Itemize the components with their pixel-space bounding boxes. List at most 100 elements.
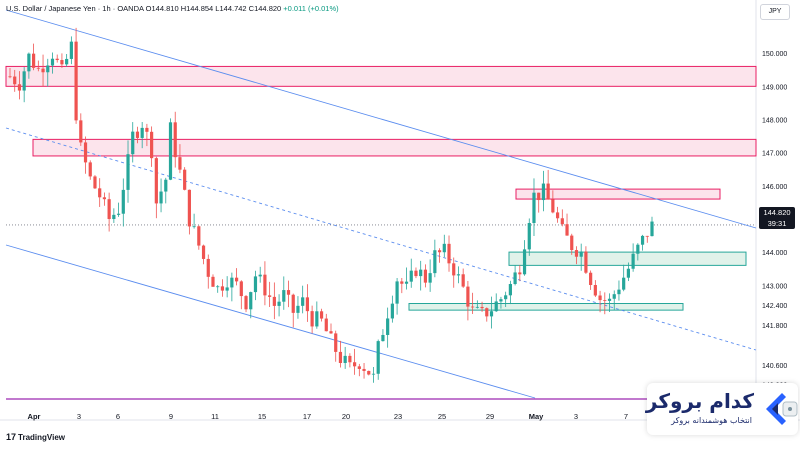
candle-body [617,289,621,295]
candle-body [400,281,404,284]
brand-title: کدام بروکر [645,389,754,413]
candle-body [268,295,272,297]
candle-body [386,318,390,335]
candle-body [423,269,428,283]
tradingview-mark-icon: 17 [6,432,17,442]
candle-body [612,294,616,299]
candle-body [192,226,196,228]
candle-body [239,281,243,297]
support-zone [508,251,747,266]
candle-body [343,355,347,363]
candle-body [50,58,55,66]
ohlc-values: O144.810 H144.854 L144.742 C144.820 [145,4,282,13]
candle-body [381,334,385,342]
candle-body [537,192,541,201]
currency-button[interactable]: JPY [760,4,790,20]
time-axis[interactable]: Apr36911151720232529May379 [28,412,675,421]
candle-body [216,286,220,288]
price-change: +0.011 (+0.01%) [283,4,339,13]
candle-body [225,287,229,291]
candle-body [282,290,286,302]
candle-body [178,157,182,170]
candle-body [527,223,531,250]
candle-body [135,131,140,138]
candle-body [471,306,475,308]
resistance-zone [515,188,721,200]
candle-body [131,131,135,155]
time-tick-label: 11 [211,412,219,421]
candle-body [116,213,121,215]
candle-body [286,290,291,295]
candle-body [584,251,588,273]
candle-body [433,250,437,274]
candle-body [88,162,92,177]
candle-body [46,65,50,73]
candle-body [263,274,267,296]
candle-body [8,76,12,78]
candle-body [329,331,333,334]
candle-body [83,142,88,163]
tradingview-logo[interactable]: 17 TradingView [6,432,65,442]
candle-body [353,362,357,367]
candle-body [485,308,489,317]
candle-body [570,235,574,251]
time-tick-label: 6 [116,412,120,421]
candle-body [338,351,343,363]
candle-body [13,76,17,85]
candle-body [376,341,380,374]
price-tick-label: 143.000 [762,283,787,290]
price-tick-label: 144.000 [762,250,787,257]
candle-body [107,199,111,220]
candle-body [518,272,522,275]
time-tick-label: 9 [169,412,173,421]
candle-body [173,122,177,158]
candle-body [650,221,654,237]
price-tick-label: 147.000 [762,151,787,158]
candle-body [390,303,394,319]
time-tick-label: Apr [28,412,41,421]
brand-watermark: کدام بروکر انتخاب هوشمندانه بروکر [645,383,798,435]
candle-body [65,58,69,65]
time-tick-label: 23 [394,412,402,421]
candle-body [508,284,512,296]
candle-body [480,306,484,309]
candle-body [645,235,649,237]
time-tick-label: 25 [438,412,446,421]
candle-body [159,191,163,204]
current-price-value: 144.820 [763,208,791,217]
candle-body [310,311,314,327]
tradingview-logo-text: TradingView [18,433,65,442]
candle-body [324,318,328,332]
candle-body [456,274,461,276]
candle-body [428,273,432,283]
candle-body [522,249,527,275]
candle-body [404,281,409,284]
time-tick-label: 17 [303,412,311,421]
symbol-legend: U.S. Dollar / Japanese Yen · 1h · OANDA … [6,4,339,13]
price-tick-label: 146.000 [762,184,787,191]
candle-body [206,258,210,277]
candle-body [305,297,309,312]
candle-body [626,268,630,278]
candle-body [234,277,239,282]
candle-body [593,285,597,296]
candle-body [334,333,338,352]
candle-body [437,250,442,253]
candle-body [579,251,583,257]
candle-body [442,243,446,253]
trendlines [5,9,757,400]
candle-body [315,311,319,327]
price-zones [5,65,757,311]
candle-body [362,368,366,371]
candle-body [126,154,130,190]
candle-body [249,292,253,310]
candle-body [589,272,593,286]
candle-body [395,281,399,304]
candle-body [574,250,579,257]
candle-countdown: 39:31 [767,219,787,228]
time-tick-label: 15 [258,412,266,421]
candle-body [187,189,191,227]
candle-body [640,235,645,245]
candle-body [371,373,376,375]
